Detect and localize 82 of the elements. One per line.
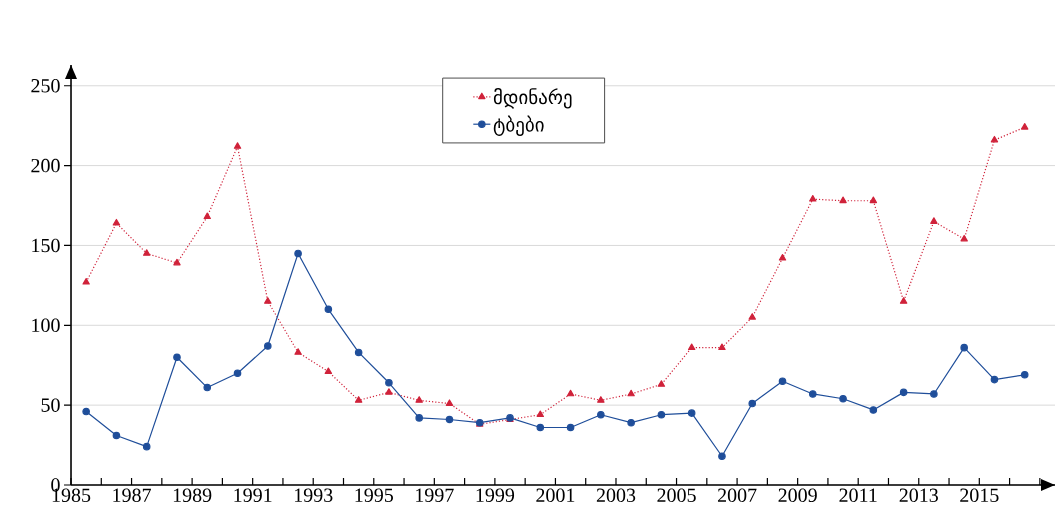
point (445, 399, 454, 406)
point (385, 388, 393, 395)
point (899, 297, 908, 304)
point (536, 423, 545, 432)
point (960, 343, 968, 352)
point (445, 415, 454, 424)
x-tick-label: 1989 (173, 488, 212, 503)
point (627, 389, 635, 397)
point (233, 369, 242, 377)
x-tick-label: 1995 (355, 488, 393, 502)
point (808, 390, 817, 398)
y-tick-label: 50 (41, 398, 60, 412)
point (960, 234, 968, 242)
point (203, 383, 212, 392)
x-tick-label: 1993 (294, 488, 333, 502)
point (82, 407, 90, 416)
x-tick-label: 2009 (778, 488, 817, 503)
point (930, 217, 938, 224)
x-tick-label: 2011 (839, 488, 877, 503)
x-tick-label: 2003 (596, 488, 636, 503)
x-tick-label: 1999 (476, 488, 515, 502)
point (354, 348, 363, 357)
point (112, 218, 121, 226)
point (627, 418, 635, 427)
point (990, 375, 999, 384)
x-tick-label: 1997 (416, 488, 454, 502)
point (687, 409, 696, 417)
x-tick-label: 1991 (234, 488, 272, 502)
point (1020, 371, 1029, 379)
y-tick-label: 250 (31, 79, 60, 93)
point (809, 194, 817, 202)
point (839, 394, 847, 403)
point (748, 399, 757, 408)
x-tick-label: 2005 (657, 488, 696, 503)
point (687, 343, 696, 351)
point (718, 343, 726, 351)
legend-label: მდინარე (493, 88, 572, 109)
point (869, 406, 878, 414)
point (173, 258, 181, 266)
point (748, 313, 756, 320)
x-tick-label: 1987 (113, 488, 151, 503)
point (566, 389, 575, 397)
point (233, 142, 242, 149)
point (990, 135, 999, 143)
point (778, 254, 787, 261)
point (839, 196, 847, 204)
point (324, 367, 333, 374)
point (112, 431, 121, 440)
point (385, 378, 393, 387)
point (930, 390, 938, 398)
point (142, 442, 151, 451)
point (294, 249, 302, 258)
point (657, 410, 666, 419)
point (264, 297, 272, 304)
point (1021, 123, 1029, 130)
point (294, 348, 302, 355)
point (415, 396, 423, 403)
y-tick-label: 150 (32, 238, 60, 253)
point (354, 396, 363, 403)
point (142, 249, 151, 256)
point (597, 410, 605, 419)
x-tick-label: 2015 (960, 488, 999, 503)
point (566, 423, 575, 432)
x-tick-label: 2001 (536, 488, 575, 503)
point (264, 342, 272, 350)
point (657, 380, 666, 387)
point (536, 410, 545, 418)
point (173, 353, 181, 362)
x-tick-label: 2007 (717, 488, 757, 503)
x-tick-label: 2013 (899, 488, 938, 503)
y-tick-label: 100 (32, 318, 60, 333)
point (324, 305, 333, 314)
point (82, 277, 90, 285)
point (718, 452, 726, 461)
point (869, 196, 878, 204)
point (778, 377, 787, 385)
point (415, 414, 423, 422)
point (203, 212, 211, 220)
legend-label: ტბები (493, 115, 544, 136)
point (597, 396, 605, 403)
point (899, 388, 908, 397)
y-tick-label: 200 (31, 158, 60, 173)
